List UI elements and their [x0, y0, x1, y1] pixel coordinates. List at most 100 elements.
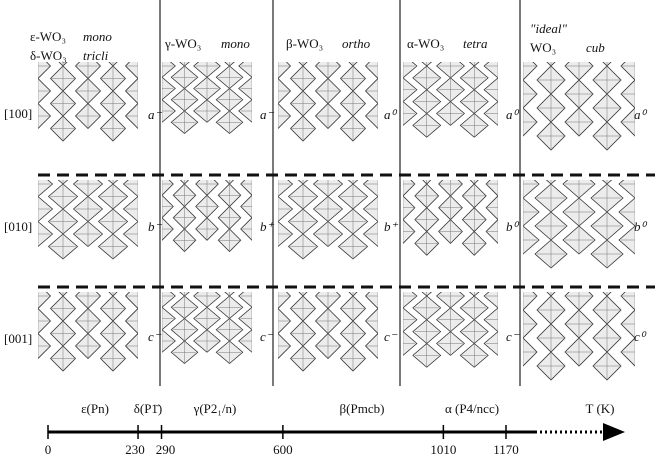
- tick-label: 1170: [493, 442, 519, 457]
- crystal-system: tricli: [83, 48, 109, 63]
- axis-arrow: [603, 423, 625, 441]
- phase-name: WO₃: [530, 40, 556, 55]
- tilt-label: b⁰: [634, 219, 648, 234]
- octahedron: [647, 184, 663, 212]
- octahedra: [162, 292, 252, 365]
- row-label: [001]: [4, 331, 32, 346]
- row-label: [010]: [4, 219, 32, 234]
- tilt-label: c⁰: [634, 329, 647, 344]
- octahedra: [0, 159, 138, 260]
- octahedron: [0, 184, 28, 209]
- octahedra: [162, 180, 252, 253]
- octahedron: [1, 271, 26, 296]
- octahedron: [0, 234, 28, 259]
- octahedra: [523, 38, 663, 151]
- temperature-axis: 0 230 290 600 1010 1170 ε(Pn) δ(P1̄) γ(P2₁/n) β(P…: [45, 401, 625, 457]
- octahedron: [620, 62, 635, 81]
- crystal-system: mono: [221, 36, 250, 51]
- octahedron: [241, 346, 266, 371]
- octahedra: [479, 156, 663, 269]
- row-separators: [38, 173, 655, 289]
- octahedron: [1, 346, 26, 371]
- crystal-system: tetra: [463, 36, 488, 51]
- tilt-label: c⁻: [260, 329, 274, 344]
- phase-name: α-WO₃: [407, 36, 444, 51]
- octahedron: [0, 159, 28, 184]
- phase-label: δ(P1̄): [134, 401, 163, 416]
- tilt-label: a⁰: [634, 107, 648, 122]
- phase-name: δ-WO₃: [30, 48, 67, 63]
- octahedron: [546, 292, 556, 297]
- tilt-label: c⁻: [148, 329, 162, 344]
- octahedron: [647, 156, 663, 184]
- tilt-label: b⁻: [148, 219, 163, 234]
- octahedron: [523, 292, 538, 311]
- octahedron: [1, 66, 26, 91]
- octahedra: [239, 159, 378, 260]
- tilt-label: b⁺: [260, 219, 275, 234]
- octahedra: [1, 271, 138, 372]
- octahedron: [239, 159, 268, 184]
- octahedron: [649, 122, 663, 150]
- octahedra: [403, 180, 498, 256]
- octahedron: [649, 324, 663, 352]
- octahedron: [239, 234, 268, 259]
- phase-label: α (P4/ncc): [445, 401, 499, 416]
- tilt-label: c⁻: [384, 329, 398, 344]
- octahedron: [618, 180, 635, 199]
- tilt-label: b⁰: [506, 219, 520, 234]
- octahedron: [523, 180, 540, 199]
- octahedron: [647, 212, 663, 240]
- tilt-label: a⁰: [506, 107, 520, 122]
- octahedra-panels: [0, 38, 663, 381]
- phase-label: β(Pmcb): [340, 401, 385, 416]
- tick-label: 230: [125, 442, 145, 457]
- tilt-label: a⁻: [148, 107, 163, 122]
- tick-label: 0: [45, 442, 52, 457]
- octahedron: [647, 240, 663, 268]
- octahedra: [403, 292, 498, 368]
- octahedron: [649, 94, 663, 122]
- crystal-system: mono: [83, 29, 112, 44]
- octahedron: [649, 66, 663, 94]
- octahedron: [649, 268, 663, 296]
- phase-name: ε-WO₃: [30, 29, 66, 44]
- tick-label: 290: [156, 442, 176, 457]
- octahedra: [481, 268, 663, 381]
- tilt-label: b⁺: [384, 219, 399, 234]
- phase-label: γ(P2₁/n): [193, 401, 237, 416]
- labels: ε-WO₃ mono δ-WO₃ tricli a⁻ b⁻ c⁻ γ-WO₃ mono a⁻ b⁺ c…: [4, 21, 648, 346]
- octahedra: [403, 62, 498, 138]
- octahedron: [479, 156, 511, 184]
- tilt-label: a⁰: [384, 107, 398, 122]
- row-label: [100]: [4, 106, 32, 121]
- octahedra: [162, 62, 252, 135]
- column-dividers: [159, 0, 521, 386]
- octahedron: [545, 180, 557, 185]
- crystal-system: ortho: [342, 36, 371, 51]
- phase-name: "ideal": [530, 21, 567, 36]
- tilt-label: c⁻: [506, 329, 520, 344]
- octahedron: [649, 352, 663, 380]
- axis-unit: T (K): [585, 401, 614, 416]
- octahedron: [481, 268, 509, 296]
- octahedron: [602, 292, 612, 297]
- phase-name: β-WO₃: [286, 36, 323, 51]
- octahedron: [523, 62, 538, 81]
- phase-name: γ-WO₃: [164, 36, 201, 51]
- octahedron: [620, 292, 635, 311]
- tilt-label: a⁻: [260, 107, 275, 122]
- octahedron: [649, 296, 663, 324]
- tick-label: 600: [273, 442, 293, 457]
- octahedron: [601, 180, 613, 185]
- octahedron: [1, 296, 26, 321]
- phase-label: ε(Pn): [81, 401, 109, 416]
- octahedra: [1, 41, 138, 142]
- octahedron: [649, 38, 663, 66]
- tick-label: 1010: [430, 442, 456, 457]
- octahedra: [241, 292, 378, 372]
- octahedra: [278, 62, 378, 142]
- octahedron: [1, 41, 26, 66]
- crystal-system: cub: [586, 40, 605, 55]
